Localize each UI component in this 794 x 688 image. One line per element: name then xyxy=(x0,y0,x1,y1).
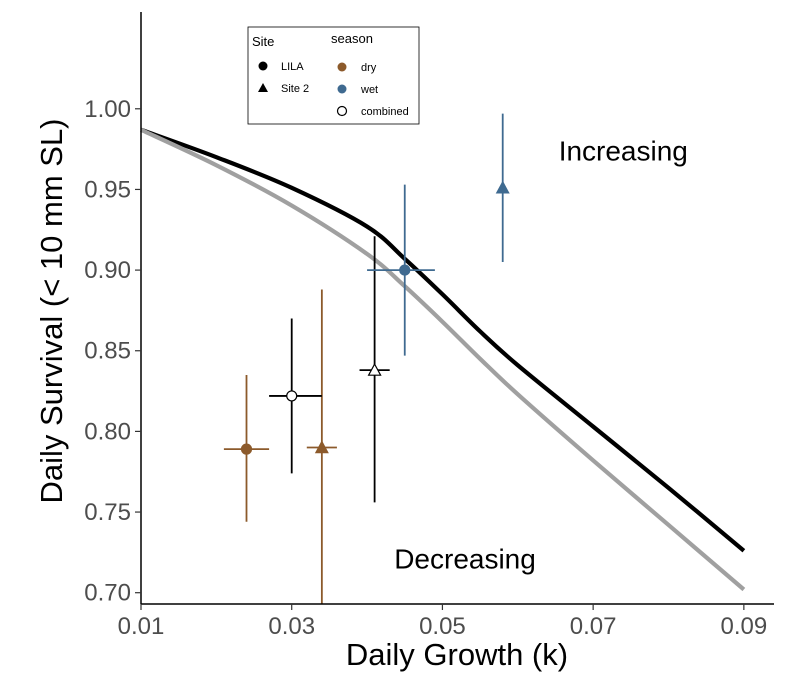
x-tick-label: 0.09 xyxy=(720,613,767,640)
y-tick-label: 0.90 xyxy=(84,257,131,284)
axes xyxy=(140,12,774,605)
legend: Site season LILA Site 2 dry wet combined xyxy=(247,26,420,125)
legend-circle-icon xyxy=(258,61,268,71)
x-tick-label: 0.03 xyxy=(268,613,315,640)
y-tick-label: 0.75 xyxy=(84,499,131,526)
legend-combined-circle-icon xyxy=(336,105,348,117)
y-axis-title: Daily Survival (< 10 mm SL) xyxy=(34,118,69,503)
annotation-increasing: Increasing xyxy=(559,135,688,166)
data-points xyxy=(223,113,510,604)
model-curves xyxy=(140,127,746,592)
x-tick-label: 0.05 xyxy=(419,613,466,640)
annotation-decreasing: Decreasing xyxy=(394,544,536,575)
legend-season-label: dry xyxy=(361,62,377,74)
legend-dry-circle-icon xyxy=(337,62,347,72)
point-lila-wet xyxy=(399,264,411,276)
point-site2-wet xyxy=(495,180,510,194)
legend-box xyxy=(247,26,420,125)
y-tick-label: 0.70 xyxy=(84,580,131,607)
y-tick-label: 0.95 xyxy=(84,176,131,203)
x-tick-label: 0.01 xyxy=(118,613,165,640)
model-curve-black xyxy=(140,127,746,553)
legend-season-title: season xyxy=(331,31,373,46)
legend-site-title: Site xyxy=(252,34,274,49)
y-tick-label: 1.00 xyxy=(84,96,131,123)
legend-site-label: LILA xyxy=(281,61,304,73)
point-site2-combined xyxy=(367,362,382,376)
point-site2-dry xyxy=(314,440,329,454)
legend-site-label: Site 2 xyxy=(281,83,309,95)
x-axis-title: Daily Growth (k) xyxy=(346,637,568,672)
legend-wet-circle-icon xyxy=(337,84,347,94)
model-curve-gray xyxy=(140,127,746,592)
y-tick-label: 0.80 xyxy=(84,418,131,445)
point-lila-dry xyxy=(240,443,253,455)
legend-triangle-icon xyxy=(258,83,268,92)
point-lila-combined xyxy=(286,390,298,402)
tick-marks: 0.01 0.03 0.05 0.07 0.09 0.70 0.75 0.80 0.85 0.90… xyxy=(84,96,767,640)
y-tick-label: 0.85 xyxy=(84,338,131,365)
legend-season-label: wet xyxy=(360,84,378,96)
x-tick-label: 0.07 xyxy=(570,613,617,640)
legend-season-label: combined xyxy=(361,106,409,118)
